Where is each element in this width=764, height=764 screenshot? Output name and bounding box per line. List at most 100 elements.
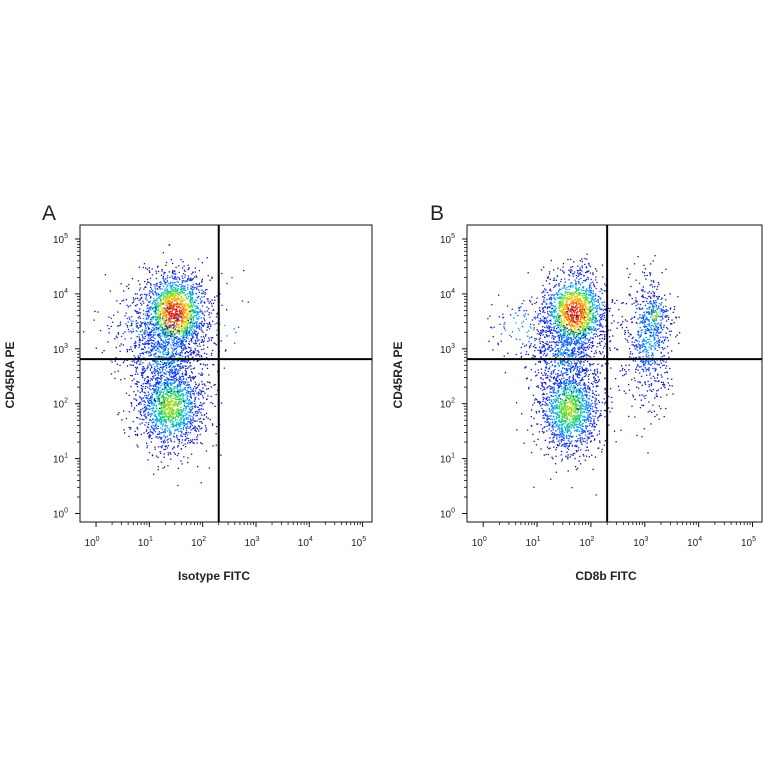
- event-dot: [547, 306, 549, 309]
- event-dot: [192, 302, 195, 304]
- event-dot: [175, 273, 177, 275]
- event-dot: [565, 305, 568, 307]
- event-dot: [592, 283, 595, 285]
- event-dot: [197, 332, 199, 334]
- event-dot: [138, 334, 140, 336]
- event-dot: [146, 376, 148, 378]
- event-dot: [580, 310, 583, 313]
- event-dot: [158, 400, 161, 402]
- event-dot: [589, 305, 591, 308]
- event-dot: [198, 404, 201, 407]
- event-dot: [569, 332, 571, 334]
- event-dot: [114, 377, 116, 380]
- event-dot: [169, 415, 172, 418]
- event-dot: [566, 291, 568, 294]
- event-dot: [208, 467, 210, 469]
- event-dot: [573, 261, 575, 263]
- event-dot: [194, 402, 196, 405]
- event-dot: [553, 326, 555, 328]
- event-dot: [175, 266, 177, 269]
- event-dot: [173, 386, 175, 388]
- event-dot: [593, 333, 596, 335]
- event-dot: [598, 303, 601, 305]
- event-dot: [174, 402, 176, 404]
- event-dot: [147, 398, 150, 400]
- event-dot: [185, 315, 187, 317]
- event-dot: [141, 390, 143, 393]
- event-dot: [158, 323, 160, 326]
- event-dot: [160, 403, 162, 405]
- event-dot: [162, 308, 164, 310]
- event-dot: [576, 300, 578, 303]
- event-dot: [595, 287, 597, 290]
- event-dot: [565, 353, 567, 355]
- event-dot: [147, 337, 150, 339]
- event-dot: [183, 418, 185, 420]
- event-dot: [157, 395, 159, 398]
- event-dot: [194, 375, 197, 378]
- event-dot: [170, 315, 173, 317]
- event-dot: [186, 360, 188, 362]
- event-dot: [141, 374, 143, 376]
- event-dot: [159, 345, 161, 347]
- event-dot: [167, 384, 169, 386]
- event-dot: [201, 323, 203, 325]
- event-dot: [144, 410, 146, 413]
- event-dot: [565, 318, 568, 320]
- event-dot: [207, 395, 209, 397]
- event-dot: [162, 402, 164, 405]
- event-dot: [188, 327, 190, 329]
- event-dot: [572, 317, 574, 319]
- event-dot: [178, 377, 180, 380]
- event-dot: [136, 336, 138, 338]
- event-dot: [157, 343, 159, 345]
- event-dot: [597, 307, 599, 309]
- event-dot: [570, 320, 572, 322]
- event-dot: [108, 327, 110, 330]
- event-dot: [156, 363, 158, 365]
- event-dot: [181, 280, 183, 282]
- event-dot: [235, 331, 237, 334]
- event-dot: [176, 312, 178, 315]
- event-dot: [117, 413, 119, 416]
- event-dot: [177, 285, 179, 287]
- event-dot: [188, 340, 191, 343]
- event-dot: [179, 369, 181, 372]
- event-dot: [168, 409, 170, 412]
- event-dot: [143, 263, 146, 265]
- event-dot: [202, 335, 205, 338]
- event-dot: [178, 363, 180, 366]
- event-dot: [136, 434, 139, 437]
- event-dot: [199, 345, 201, 347]
- event-dot: [164, 397, 166, 399]
- event-dot: [199, 325, 201, 327]
- event-dot: [134, 346, 136, 348]
- event-dot: [200, 393, 202, 395]
- event-dot: [182, 281, 184, 284]
- event-dot: [161, 347, 163, 350]
- event-dot: [142, 317, 145, 320]
- event-dot: [167, 324, 170, 326]
- event-dot: [190, 429, 192, 431]
- event-dot: [192, 335, 194, 337]
- event-dot: [604, 305, 606, 308]
- event-dot: [198, 269, 201, 272]
- event-dot: [190, 300, 192, 302]
- event-dot: [184, 322, 187, 324]
- event-dot: [582, 343, 585, 346]
- event-dot: [210, 312, 213, 314]
- event-dot: [160, 380, 163, 382]
- event-dot: [160, 422, 162, 424]
- event-dot: [175, 299, 177, 301]
- event-dot: [555, 316, 558, 318]
- event-dot: [180, 327, 182, 329]
- event-dot: [196, 420, 198, 422]
- event-dot: [184, 443, 186, 445]
- event-dot: [183, 387, 185, 390]
- event-dot: [172, 423, 174, 425]
- event-dot: [166, 319, 168, 321]
- event-dot: [187, 431, 189, 434]
- event-dot: [182, 360, 184, 363]
- event-dot: [592, 281, 594, 283]
- event-dot: [172, 328, 175, 330]
